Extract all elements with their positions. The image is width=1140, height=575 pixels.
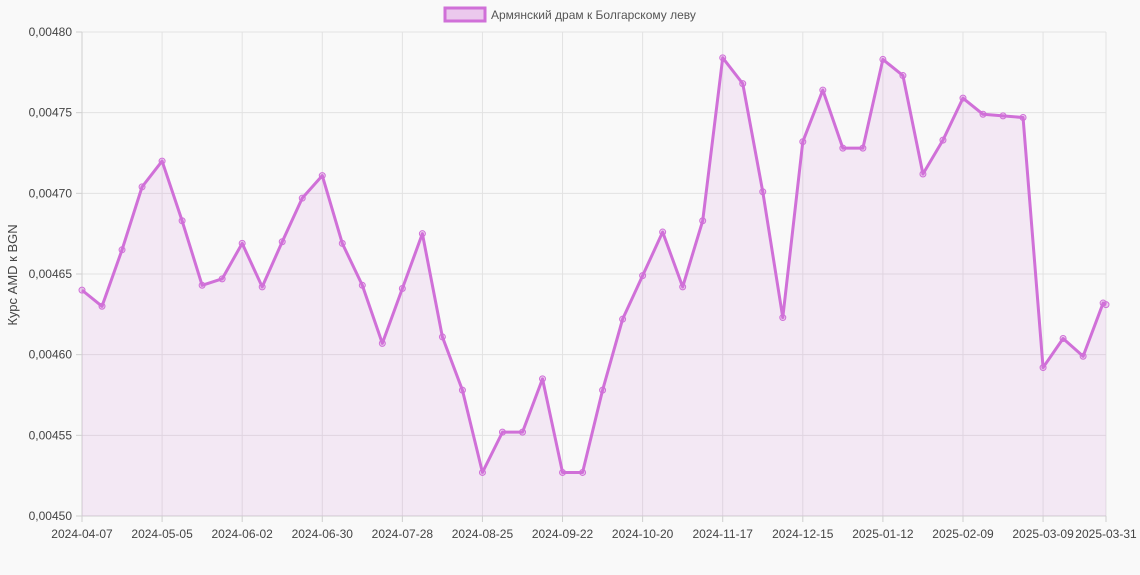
data-point[interactable] [759, 188, 767, 196]
data-point[interactable] [198, 281, 206, 289]
data-point[interactable] [1059, 335, 1067, 343]
data-point[interactable] [298, 194, 306, 202]
y-axis: 0,00450 0,00455 0,00460 0,00465 0,00470 0,004… [29, 25, 83, 523]
x-tick-label: 2024-04-07 [51, 527, 113, 541]
data-point[interactable] [699, 217, 707, 225]
legend[interactable]: Армянский драм к Болгарскому леву [443, 6, 696, 23]
data-point[interactable] [478, 468, 486, 476]
data-point[interactable] [458, 386, 466, 394]
data-point[interactable] [899, 72, 907, 80]
y-tick-label: 0,00475 [29, 106, 73, 120]
x-tick-label: 2025-03-09 [1012, 527, 1074, 541]
data-point[interactable] [78, 286, 86, 294]
data-point[interactable] [879, 55, 887, 63]
data-point[interactable] [218, 275, 226, 283]
x-tick-label: 2024-06-02 [211, 527, 273, 541]
data-point[interactable] [338, 239, 346, 247]
x-tick-label: 2024-07-28 [372, 527, 434, 541]
y-tick-label: 0,00455 [29, 428, 73, 442]
x-tick-label: 2024-05-05 [131, 527, 193, 541]
x-tick-label: 2024-10-20 [612, 527, 674, 541]
y-axis-label: Курс AMD к BGN [5, 224, 20, 325]
x-tick-label: 2025-02-09 [932, 527, 994, 541]
data-point[interactable] [418, 230, 426, 238]
data-point[interactable] [819, 86, 827, 94]
series-line [81, 56, 1107, 474]
data-point[interactable] [839, 144, 847, 152]
data-point[interactable] [859, 144, 867, 152]
data-point[interactable] [358, 281, 366, 289]
x-tick-label: 2025-01-12 [852, 527, 914, 541]
legend-label: Армянский драм к Болгарскому леву [491, 8, 696, 22]
y-tick-label: 0,00480 [29, 25, 73, 39]
x-tick-label: 2024-09-22 [532, 527, 594, 541]
y-tick-label: 0,00450 [29, 509, 73, 523]
data-point[interactable] [999, 112, 1007, 120]
data-point[interactable] [118, 246, 126, 254]
data-point[interactable] [939, 136, 947, 144]
x-tick-label: 2025-03-31 [1075, 527, 1137, 541]
data-point[interactable] [1039, 364, 1047, 372]
data-point[interactable] [1102, 301, 1110, 309]
data-point[interactable] [178, 217, 186, 225]
data-point[interactable] [258, 283, 266, 291]
data-point[interactable] [739, 80, 747, 88]
y-tick-label: 0,00470 [29, 186, 73, 200]
x-tick-label: 2024-12-15 [772, 527, 834, 541]
data-point[interactable] [959, 94, 967, 102]
data-point[interactable] [539, 375, 547, 383]
data-point[interactable] [1019, 114, 1027, 122]
data-point[interactable] [98, 302, 106, 310]
data-point[interactable] [238, 239, 246, 247]
data-point[interactable] [398, 285, 406, 293]
x-tick-label: 2024-08-25 [452, 527, 514, 541]
y-tick-label: 0,00465 [29, 267, 73, 281]
data-point[interactable] [158, 157, 166, 165]
series-area [82, 57, 1106, 517]
data-point[interactable] [438, 333, 446, 341]
data-point[interactable] [719, 54, 727, 62]
data-point[interactable] [619, 315, 627, 323]
legend-swatch [443, 6, 487, 23]
data-point[interactable] [639, 272, 647, 280]
data-point[interactable] [919, 170, 927, 178]
x-axis: 2024-04-07 2024-05-05 2024-06-02 2024-06-30… [51, 515, 1137, 541]
data-point[interactable] [799, 138, 807, 146]
data-point[interactable] [1079, 352, 1087, 360]
grid [81, 31, 1107, 517]
x-tick-label: 2024-06-30 [292, 527, 354, 541]
data-point[interactable] [518, 428, 526, 436]
data-point[interactable] [779, 314, 787, 322]
data-point[interactable] [659, 228, 667, 236]
data-points [78, 54, 1110, 476]
data-point[interactable] [679, 283, 687, 291]
data-point[interactable] [378, 339, 386, 347]
data-point[interactable] [599, 386, 607, 394]
data-point[interactable] [559, 468, 567, 476]
y-tick-label: 0,00460 [29, 348, 73, 362]
x-tick-label: 2024-11-17 [692, 527, 753, 541]
data-point[interactable] [278, 238, 286, 246]
data-point[interactable] [318, 172, 326, 180]
data-point[interactable] [138, 183, 146, 191]
data-point[interactable] [498, 428, 506, 436]
data-point[interactable] [979, 110, 987, 118]
data-point[interactable] [579, 468, 587, 476]
